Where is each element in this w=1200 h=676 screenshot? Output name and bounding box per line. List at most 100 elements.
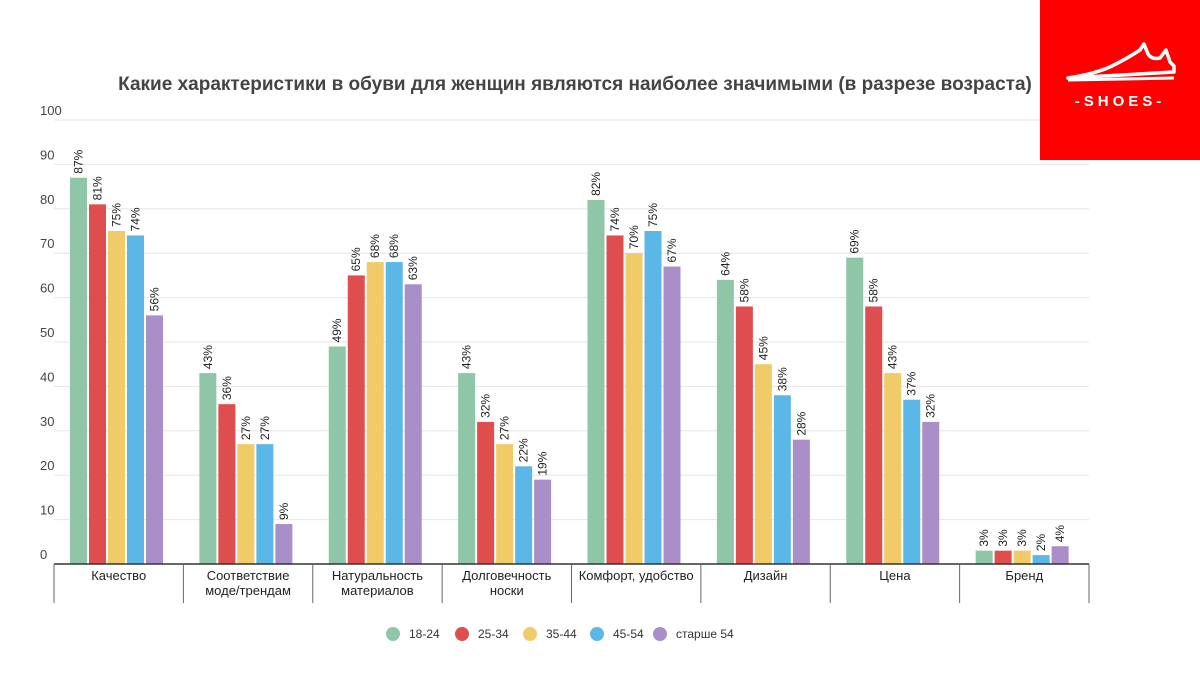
- legend-marker: [523, 627, 537, 641]
- value-label: 69%: [848, 229, 862, 253]
- value-label: 87%: [72, 149, 86, 173]
- bar: [625, 253, 643, 564]
- bar: [328, 346, 346, 564]
- bar: [515, 466, 533, 564]
- value-label: 65%: [349, 247, 363, 271]
- value-label: 74%: [608, 207, 622, 231]
- value-label: 27%: [498, 416, 512, 440]
- bar: [237, 444, 255, 564]
- value-label: 9%: [277, 502, 291, 520]
- bar: [534, 479, 552, 564]
- category-label: моде/трендам: [205, 583, 291, 598]
- y-tick-label: 30: [40, 414, 54, 429]
- legend-marker: [653, 627, 667, 641]
- chart-title: Какие характеристики в обуви для женщин …: [118, 74, 1032, 95]
- bars: [70, 177, 1069, 565]
- value-label: 22%: [517, 438, 531, 462]
- y-tick-label: 20: [40, 458, 54, 473]
- category-label: Дизайн: [744, 568, 788, 583]
- bar: [792, 439, 810, 564]
- value-label: 4%: [1053, 525, 1067, 543]
- value-label: 28%: [794, 411, 808, 435]
- logo-text: -SHOES-: [1074, 93, 1166, 110]
- value-label: 64%: [718, 251, 732, 275]
- value-label: 82%: [589, 172, 603, 196]
- bar: [1032, 555, 1050, 564]
- category-label: Натуральность: [332, 568, 423, 583]
- bar: [903, 399, 921, 564]
- value-label: 45%: [756, 336, 770, 360]
- bar: [275, 524, 293, 564]
- bar: [496, 444, 514, 564]
- legend: 18-24 25-34 35-44 45-54 старше 54: [386, 627, 734, 641]
- value-label: 68%: [387, 234, 401, 258]
- category-label: Соответствие: [207, 568, 290, 583]
- y-tick-label: 0: [40, 547, 47, 562]
- value-label: 43%: [886, 345, 900, 369]
- bar: [347, 275, 365, 564]
- bar: [865, 306, 883, 564]
- value-label: 58%: [867, 278, 881, 302]
- bar: [735, 306, 753, 564]
- category-label: Качество: [91, 568, 146, 583]
- y-tick-label: 50: [40, 325, 54, 340]
- value-label: 70%: [627, 225, 641, 249]
- bar: [218, 404, 236, 564]
- value-label: 58%: [737, 278, 751, 302]
- legend-label: 45-54: [613, 627, 644, 641]
- bar: [127, 235, 144, 564]
- bar: [994, 550, 1012, 564]
- value-label: 36%: [220, 376, 234, 400]
- bar: [587, 199, 605, 565]
- bar: [458, 373, 476, 564]
- legend-label: старше 54: [676, 627, 734, 641]
- bar: [846, 257, 864, 564]
- category-label: Цена: [879, 568, 911, 583]
- value-label: 68%: [368, 234, 382, 258]
- value-label: 19%: [536, 451, 550, 475]
- bar: [716, 279, 734, 564]
- value-label: 38%: [775, 367, 789, 391]
- value-label: 27%: [239, 416, 253, 440]
- bar: [884, 373, 902, 564]
- value-label: 32%: [479, 394, 493, 418]
- y-axis: 0 10 20 30 40 50 60 70 80 90 100: [40, 103, 62, 562]
- y-tick-label: 80: [40, 192, 54, 207]
- bar: [1051, 546, 1069, 564]
- bar: [70, 177, 87, 564]
- bar: [975, 550, 993, 564]
- value-label: 74%: [129, 207, 143, 231]
- bar: [477, 421, 495, 564]
- legend-label: 35-44: [546, 627, 577, 641]
- bar: [146, 315, 163, 564]
- value-labels: 87% 43% 49% 43% 82% 64% 69% 3% 81% 36% 65% 32% 74% 58…: [72, 149, 1068, 551]
- bar: [922, 421, 940, 564]
- value-label: 81%: [91, 176, 105, 200]
- value-label: 75%: [110, 203, 124, 227]
- category-label: материалов: [341, 583, 414, 598]
- bar: [385, 262, 403, 564]
- category-label: Комфорт, удобство: [579, 568, 694, 583]
- bar: [404, 284, 422, 564]
- value-label: 2%: [1034, 533, 1048, 551]
- bar: [754, 364, 772, 564]
- legend-marker: [386, 627, 400, 641]
- y-tick-label: 70: [40, 236, 54, 251]
- value-label: 56%: [148, 287, 162, 311]
- bar: [199, 373, 217, 564]
- bar: [366, 262, 384, 564]
- y-tick-label: 60: [40, 281, 54, 296]
- value-label: 32%: [924, 394, 938, 418]
- category-label: носки: [490, 583, 524, 598]
- bar: [606, 235, 624, 564]
- y-tick-label: 100: [40, 103, 62, 118]
- shoes-logo: -SHOES-: [1040, 0, 1200, 160]
- bar: [256, 444, 274, 564]
- value-label: 37%: [905, 371, 919, 395]
- bar: [773, 395, 791, 564]
- value-label: 63%: [406, 256, 420, 280]
- value-label: 43%: [460, 345, 474, 369]
- value-label: 43%: [201, 345, 215, 369]
